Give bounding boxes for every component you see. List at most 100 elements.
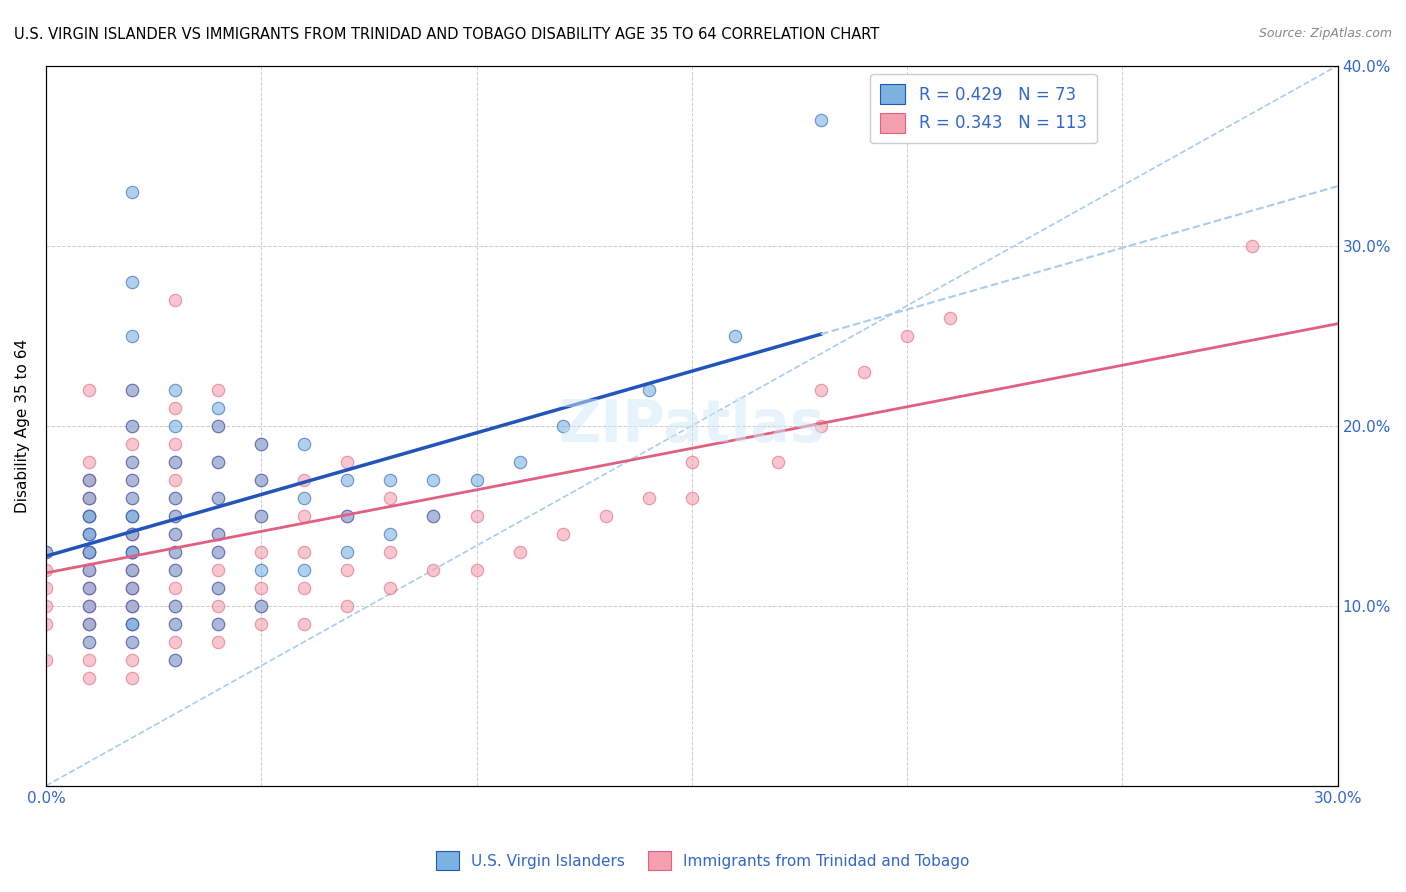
Point xyxy=(422,563,444,577)
Point xyxy=(121,599,143,613)
Point xyxy=(465,473,488,487)
Point xyxy=(207,491,229,505)
Point xyxy=(77,545,100,559)
Text: U.S. VIRGIN ISLANDER VS IMMIGRANTS FROM TRINIDAD AND TOBAGO DISABILITY AGE 35 TO: U.S. VIRGIN ISLANDER VS IMMIGRANTS FROM … xyxy=(14,27,879,42)
Point xyxy=(121,328,143,343)
Point xyxy=(551,526,574,541)
Point xyxy=(121,185,143,199)
Point xyxy=(77,616,100,631)
Text: ZIPatlas: ZIPatlas xyxy=(558,397,825,454)
Point xyxy=(422,508,444,523)
Point xyxy=(121,508,143,523)
Point xyxy=(422,508,444,523)
Point xyxy=(121,491,143,505)
Point xyxy=(292,616,315,631)
Point xyxy=(939,310,962,325)
Point xyxy=(637,383,659,397)
Point xyxy=(810,418,832,433)
Point xyxy=(35,653,58,667)
Point xyxy=(165,383,187,397)
Point xyxy=(165,653,187,667)
Point xyxy=(465,508,488,523)
Point xyxy=(77,634,100,648)
Point xyxy=(810,383,832,397)
Point xyxy=(121,526,143,541)
Point xyxy=(121,418,143,433)
Point xyxy=(77,491,100,505)
Point xyxy=(336,473,359,487)
Point xyxy=(165,526,187,541)
Point xyxy=(207,418,229,433)
Point xyxy=(165,581,187,595)
Point xyxy=(165,653,187,667)
Point xyxy=(165,545,187,559)
Point xyxy=(77,581,100,595)
Point xyxy=(422,473,444,487)
Point xyxy=(121,563,143,577)
Point xyxy=(207,634,229,648)
Point xyxy=(77,508,100,523)
Point xyxy=(250,599,273,613)
Point xyxy=(207,526,229,541)
Point xyxy=(207,401,229,415)
Point xyxy=(336,563,359,577)
Point xyxy=(336,508,359,523)
Point xyxy=(207,455,229,469)
Point xyxy=(121,526,143,541)
Point xyxy=(35,581,58,595)
Point xyxy=(77,616,100,631)
Point xyxy=(77,545,100,559)
Point xyxy=(380,491,402,505)
Point xyxy=(121,581,143,595)
Point xyxy=(77,491,100,505)
Point xyxy=(207,491,229,505)
Point xyxy=(77,526,100,541)
Point xyxy=(336,545,359,559)
Point xyxy=(165,634,187,648)
Point xyxy=(250,508,273,523)
Text: Source: ZipAtlas.com: Source: ZipAtlas.com xyxy=(1258,27,1392,40)
Point xyxy=(207,455,229,469)
Point xyxy=(77,491,100,505)
Point xyxy=(165,616,187,631)
Point xyxy=(77,616,100,631)
Point xyxy=(250,473,273,487)
Point xyxy=(1240,238,1263,252)
Point xyxy=(77,473,100,487)
Point xyxy=(465,563,488,577)
Point xyxy=(121,491,143,505)
Y-axis label: Disability Age 35 to 64: Disability Age 35 to 64 xyxy=(15,339,30,513)
Point xyxy=(165,508,187,523)
Point xyxy=(207,545,229,559)
Point xyxy=(77,473,100,487)
Point xyxy=(165,616,187,631)
Point xyxy=(207,599,229,613)
Point xyxy=(77,545,100,559)
Point xyxy=(165,455,187,469)
Point xyxy=(509,545,531,559)
Point xyxy=(724,328,747,343)
Point xyxy=(121,473,143,487)
Point xyxy=(77,599,100,613)
Point xyxy=(250,436,273,450)
Point xyxy=(292,473,315,487)
Point xyxy=(35,563,58,577)
Point xyxy=(292,581,315,595)
Point xyxy=(121,383,143,397)
Point xyxy=(121,418,143,433)
Point xyxy=(121,545,143,559)
Point xyxy=(77,526,100,541)
Point xyxy=(165,455,187,469)
Point xyxy=(121,508,143,523)
Point xyxy=(121,581,143,595)
Point xyxy=(853,365,876,379)
Point xyxy=(509,455,531,469)
Point xyxy=(121,383,143,397)
Point xyxy=(35,616,58,631)
Point xyxy=(77,563,100,577)
Point xyxy=(121,563,143,577)
Point xyxy=(77,473,100,487)
Point xyxy=(121,473,143,487)
Point xyxy=(207,383,229,397)
Point xyxy=(207,545,229,559)
